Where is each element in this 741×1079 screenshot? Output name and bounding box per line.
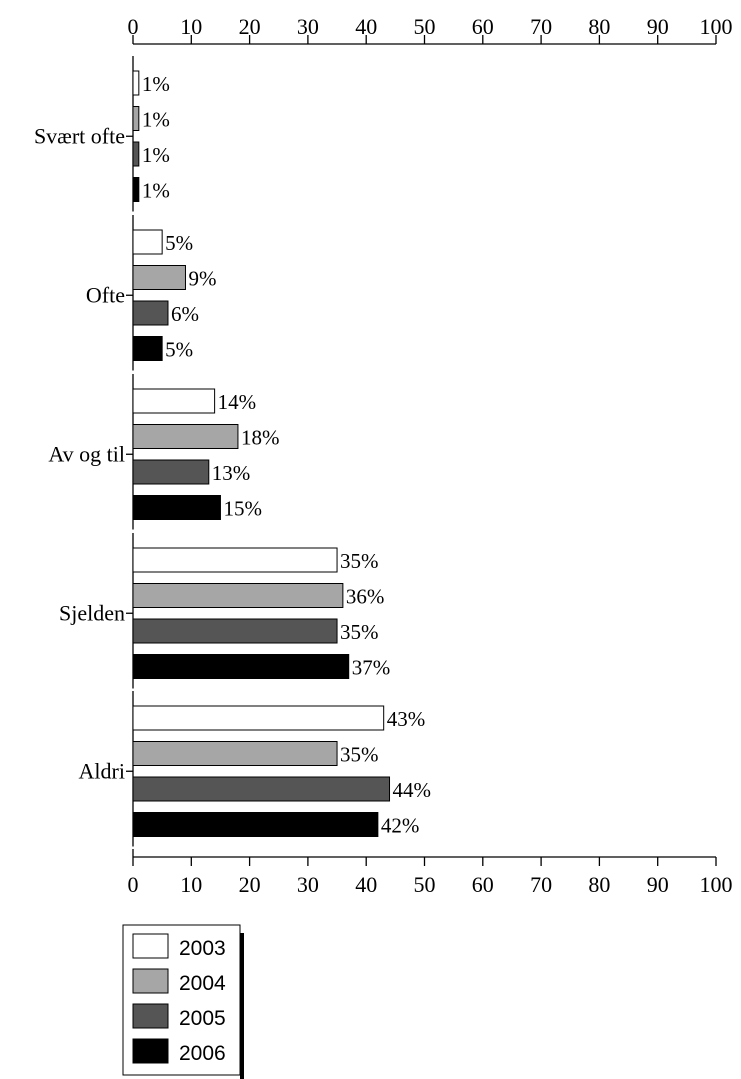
- data-label: 1%: [142, 108, 170, 132]
- data-label: 35%: [340, 620, 379, 644]
- bar-2003: [132, 547, 338, 573]
- x-tick-label-bottom: 50: [414, 872, 436, 897]
- x-tick-label-top: 20: [239, 14, 261, 39]
- bar-2004: [132, 741, 338, 766]
- x-tick-label-bottom: 0: [128, 872, 139, 897]
- bar-2006: [132, 812, 379, 837]
- bar-2006: [132, 654, 350, 679]
- bar-2003: [132, 705, 385, 731]
- legend-swatch-2006: [132, 1038, 169, 1064]
- x-tick-label-top: 100: [700, 14, 733, 39]
- bar-2005: [132, 776, 391, 802]
- category-label: Svært ofte: [34, 123, 125, 148]
- bar-2005: [132, 459, 210, 485]
- data-label: 9%: [188, 267, 216, 291]
- legend-label: 2005: [179, 1007, 226, 1030]
- x-tick-label-bottom: 90: [647, 872, 669, 897]
- legend-label: 2006: [179, 1042, 226, 1065]
- x-tick-label-bottom: 30: [297, 872, 319, 897]
- x-tick-label-top: 70: [530, 14, 552, 39]
- data-label: 13%: [212, 461, 251, 485]
- legend-swatch-2003: [132, 933, 169, 959]
- data-label: 5%: [165, 338, 193, 362]
- legend-label: 2004: [179, 972, 226, 995]
- bar-2005: [132, 618, 338, 644]
- bar-2003: [132, 388, 216, 414]
- x-tick-label-bottom: 70: [530, 872, 552, 897]
- x-tick-label-top: 50: [414, 14, 436, 39]
- x-tick-label-top: 60: [472, 14, 494, 39]
- data-label: 15%: [223, 497, 262, 521]
- bar-2004: [132, 106, 140, 131]
- bar-2006: [132, 495, 221, 520]
- data-label: 44%: [393, 778, 432, 802]
- x-tick-label-top: 30: [297, 14, 319, 39]
- bars: 1% 1% 1% 1% 5% 9% 6% 5% 14% 18% 13% 15% 35% 36% 35% 37%…: [132, 70, 432, 838]
- data-label: 35%: [340, 743, 379, 767]
- data-label: 42%: [381, 814, 420, 838]
- x-tick-label-bottom: 40: [355, 872, 377, 897]
- data-label: 35%: [340, 549, 379, 573]
- data-label: 1%: [142, 72, 170, 96]
- data-label: 14%: [218, 390, 257, 414]
- x-tick-label-top: 80: [588, 14, 610, 39]
- x-tick-label-top: 10: [180, 14, 202, 39]
- category-label: Av og til: [48, 441, 125, 466]
- x-tick-label-bottom: 20: [239, 872, 261, 897]
- bar-2003: [132, 229, 163, 255]
- x-tick-label-bottom: 10: [180, 872, 202, 897]
- data-label: 36%: [346, 585, 385, 609]
- data-label: 1%: [142, 179, 170, 203]
- x-tick-label-bottom: 60: [472, 872, 494, 897]
- x-tick-label-bottom: 80: [588, 872, 610, 897]
- x-tick-label-top: 40: [355, 14, 377, 39]
- data-label: 6%: [171, 302, 199, 326]
- bar-2004: [132, 424, 239, 449]
- bar-2005: [132, 141, 140, 167]
- bar-2006: [132, 336, 163, 361]
- data-label: 1%: [142, 143, 170, 167]
- legend-swatch-2004: [132, 968, 169, 994]
- x-tick-label-top: 90: [647, 14, 669, 39]
- bar-2004: [132, 583, 344, 608]
- x-axis-top: 0 10 20 30 40 50 60 70 80 90 100: [128, 14, 733, 45]
- bar-2005: [132, 300, 169, 326]
- bar-2006: [132, 177, 140, 202]
- category-label: Aldri: [79, 758, 125, 783]
- bar-2003: [132, 70, 140, 96]
- legend-swatch-2005: [132, 1003, 169, 1029]
- y-axis: Svært ofte Ofte Av og til Sjelden Aldri: [34, 56, 134, 857]
- category-label: Sjelden: [59, 600, 125, 625]
- data-label: 37%: [352, 656, 391, 680]
- x-tick-label-bottom: 100: [700, 872, 733, 897]
- data-label: 43%: [387, 707, 426, 731]
- bar-2004: [132, 265, 186, 290]
- x-tick-label-top: 0: [128, 14, 139, 39]
- data-label: 5%: [165, 231, 193, 255]
- legend-label: 2003: [179, 937, 226, 960]
- legend: 2003 2004 2005 2006: [122, 924, 244, 1079]
- x-axis-bottom: 0 10 20 30 40 50 60 70 80 90 100: [128, 856, 733, 897]
- legend-shadow: [240, 933, 244, 1079]
- category-label: Ofte: [86, 282, 125, 307]
- data-label: 18%: [241, 426, 280, 450]
